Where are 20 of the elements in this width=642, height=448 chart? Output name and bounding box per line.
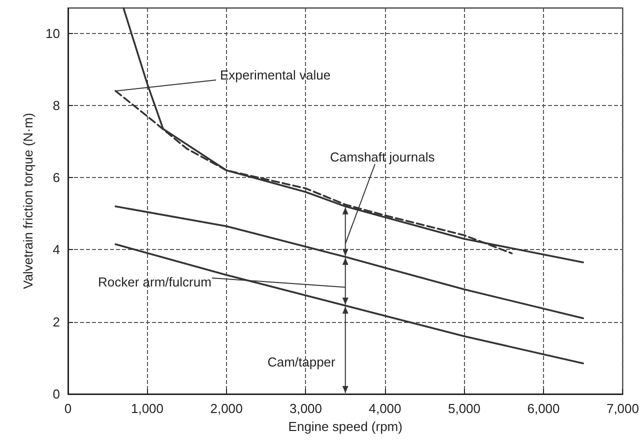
x-tick-label: 1,000 xyxy=(130,401,164,416)
y-tick-label: 2 xyxy=(52,314,60,330)
x-tick-label: 0 xyxy=(64,401,72,416)
x-tick-label: 4,000 xyxy=(368,401,402,416)
y-tick-label: 6 xyxy=(52,170,60,186)
x-axis-title: Engine speed (rpm) xyxy=(288,418,402,434)
y-tick-label: 0 xyxy=(52,386,60,402)
x-tick-label: 7,000 xyxy=(606,401,640,416)
x-tick-label: 5,000 xyxy=(448,401,481,416)
x-tick-label: 3,000 xyxy=(289,401,322,416)
annotation: Rocker arm/fulcrum xyxy=(98,274,212,290)
y-tick-label: 10 xyxy=(46,26,60,41)
annotation: Cam/tapper xyxy=(267,354,336,370)
y-axis-title: Valvetrain friction torque (N·m) xyxy=(20,112,36,290)
x-tick-label: 2,000 xyxy=(210,401,243,416)
annotation: Camshaft journals xyxy=(330,150,436,164)
y-tick-label: 8 xyxy=(52,98,60,113)
annotation: Experimental value xyxy=(220,68,331,82)
x-tick-label: 6,000 xyxy=(527,401,560,416)
y-tick-label: 4 xyxy=(52,242,60,258)
